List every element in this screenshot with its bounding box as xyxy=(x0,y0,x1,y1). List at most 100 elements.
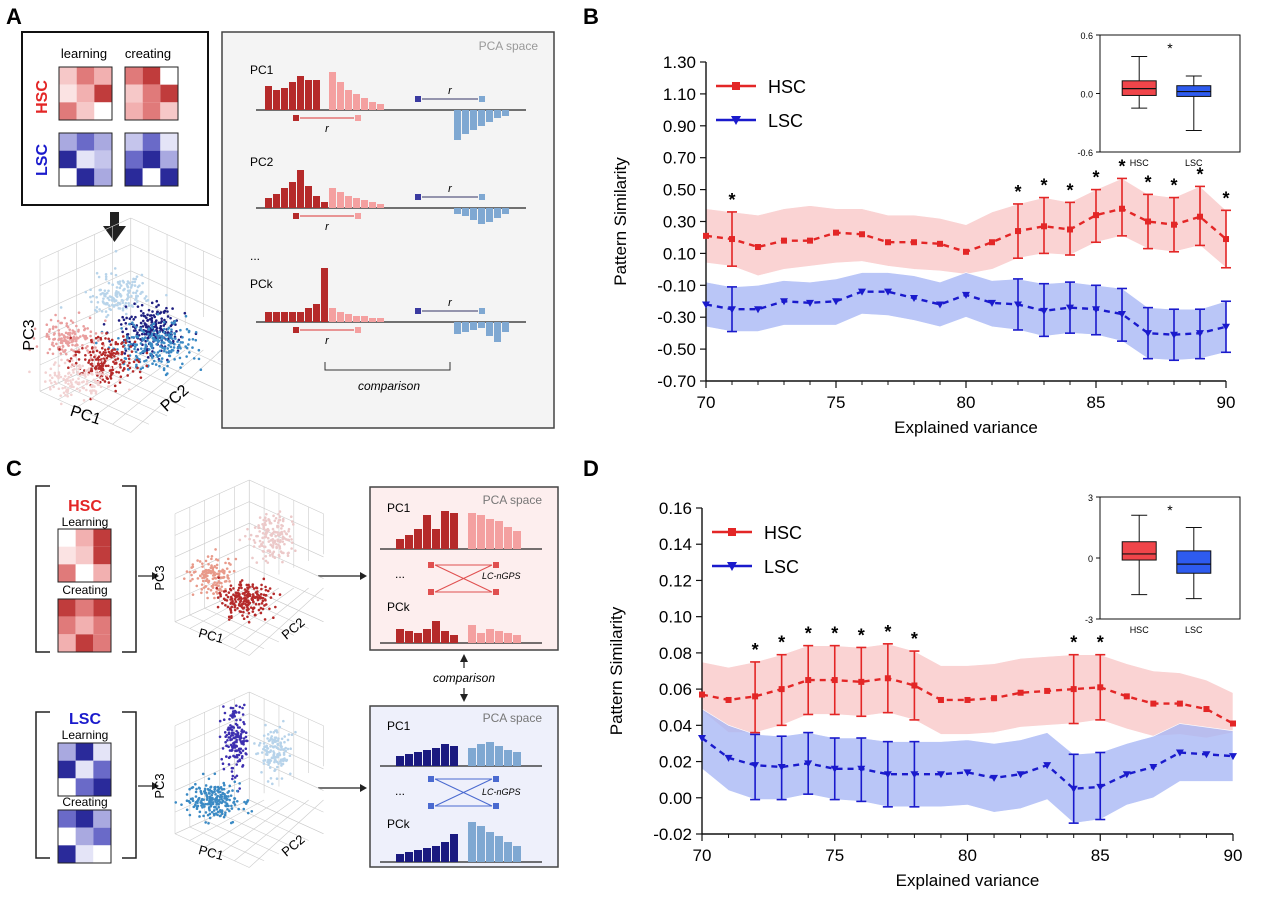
scatter-point xyxy=(270,534,273,537)
scatter-point xyxy=(204,784,208,787)
scatter-point xyxy=(157,303,160,307)
scatter-point xyxy=(114,293,118,297)
lsc-data-point xyxy=(858,288,866,296)
scatter-point xyxy=(227,591,231,594)
scatter-point xyxy=(95,306,99,309)
pc-bar xyxy=(450,746,458,766)
scatter-point xyxy=(157,359,161,362)
scatter-point xyxy=(222,787,226,791)
scatter-point xyxy=(287,527,291,531)
hsc-series-line xyxy=(701,677,1234,725)
scatter-point xyxy=(275,542,278,546)
scatter-point xyxy=(177,343,181,347)
scatter-point xyxy=(248,594,252,598)
scatter-point xyxy=(134,277,138,281)
scatter-point xyxy=(227,763,231,766)
scatter-point xyxy=(282,719,285,723)
scatter-point xyxy=(191,799,195,803)
scatter-point xyxy=(225,744,228,747)
scatter-point xyxy=(104,351,107,354)
scatter-point xyxy=(68,331,72,335)
scatter-point xyxy=(277,518,281,522)
scatter-point xyxy=(139,376,143,379)
hsc-data-point xyxy=(858,678,865,685)
scatter-point xyxy=(200,591,203,595)
scatter-point xyxy=(264,531,268,534)
scatter-point xyxy=(135,289,139,293)
scatter-point xyxy=(161,340,164,344)
scatter-point xyxy=(252,606,256,610)
scatter-point xyxy=(219,810,222,813)
scatter-point xyxy=(202,814,205,818)
pc-bar xyxy=(470,322,477,330)
scatter-point xyxy=(266,737,269,740)
matrix-cell xyxy=(59,102,77,120)
scatter-point xyxy=(238,738,242,741)
hsc-data-point xyxy=(1230,720,1236,727)
significance-star: * xyxy=(1014,182,1021,202)
grid-line xyxy=(174,691,250,727)
scatter-point xyxy=(144,323,147,327)
scatter-point xyxy=(167,326,171,330)
scatter-point xyxy=(109,369,113,372)
pc-bar xyxy=(495,631,503,643)
scatter-point xyxy=(128,366,132,370)
matrix-cell xyxy=(125,84,143,103)
pc-bar xyxy=(353,316,360,322)
scatter-point xyxy=(217,805,220,809)
scatter-point xyxy=(262,747,265,751)
lsc-data-point xyxy=(1149,763,1158,771)
scatter-point xyxy=(246,527,249,531)
significance-star: * xyxy=(752,640,759,660)
scatter-point xyxy=(131,280,134,284)
scatter-point xyxy=(231,716,234,719)
scatter-point xyxy=(224,801,227,804)
pc-bar xyxy=(281,88,288,110)
scatter-point xyxy=(286,747,290,751)
scatter-point xyxy=(223,731,227,734)
scatter-point xyxy=(116,348,119,351)
scatter-point xyxy=(230,804,233,808)
scatter-point xyxy=(136,305,140,308)
scatter-point xyxy=(230,748,234,752)
matrix-cell xyxy=(125,150,143,169)
scatter-point xyxy=(85,336,89,340)
panel-c-letter: C xyxy=(6,456,22,481)
scatter-point xyxy=(222,815,226,819)
scatter-point xyxy=(279,538,282,542)
marker xyxy=(428,562,434,568)
scatter-point xyxy=(234,722,238,726)
scatter-point xyxy=(141,319,145,323)
scatter-point xyxy=(81,346,84,350)
axis-pc3-label: PC3 xyxy=(21,319,38,350)
scatter-point xyxy=(77,367,80,371)
scatter-point xyxy=(264,559,268,563)
lsc-data-point xyxy=(1066,304,1074,312)
scatter-point xyxy=(207,587,210,591)
scatter-point xyxy=(102,292,105,295)
scatter-point xyxy=(74,361,78,365)
scatter-point xyxy=(169,331,173,335)
scatter-point xyxy=(116,357,120,360)
scatter-point xyxy=(217,573,221,576)
scatter-point xyxy=(238,597,241,600)
scatter-point xyxy=(58,347,61,351)
scatter-point xyxy=(119,366,122,369)
lsc-data-point xyxy=(990,774,999,782)
scatter-point xyxy=(260,602,264,605)
pc-label-2: PC2 xyxy=(250,155,274,169)
scatter-point xyxy=(28,348,32,352)
grid-line xyxy=(130,349,222,433)
scatter-point xyxy=(94,390,98,393)
scatter-point xyxy=(104,273,108,276)
scatter-point xyxy=(224,589,227,593)
pc-bar xyxy=(405,754,413,766)
scatter-point xyxy=(252,587,256,590)
scatter-point xyxy=(77,381,81,385)
scatter-point xyxy=(72,371,75,374)
scatter-point xyxy=(258,530,261,533)
scatter-point xyxy=(275,545,278,549)
lsc-data-point xyxy=(1040,307,1048,315)
scatter-point xyxy=(72,363,76,367)
scatter-point xyxy=(54,313,57,317)
